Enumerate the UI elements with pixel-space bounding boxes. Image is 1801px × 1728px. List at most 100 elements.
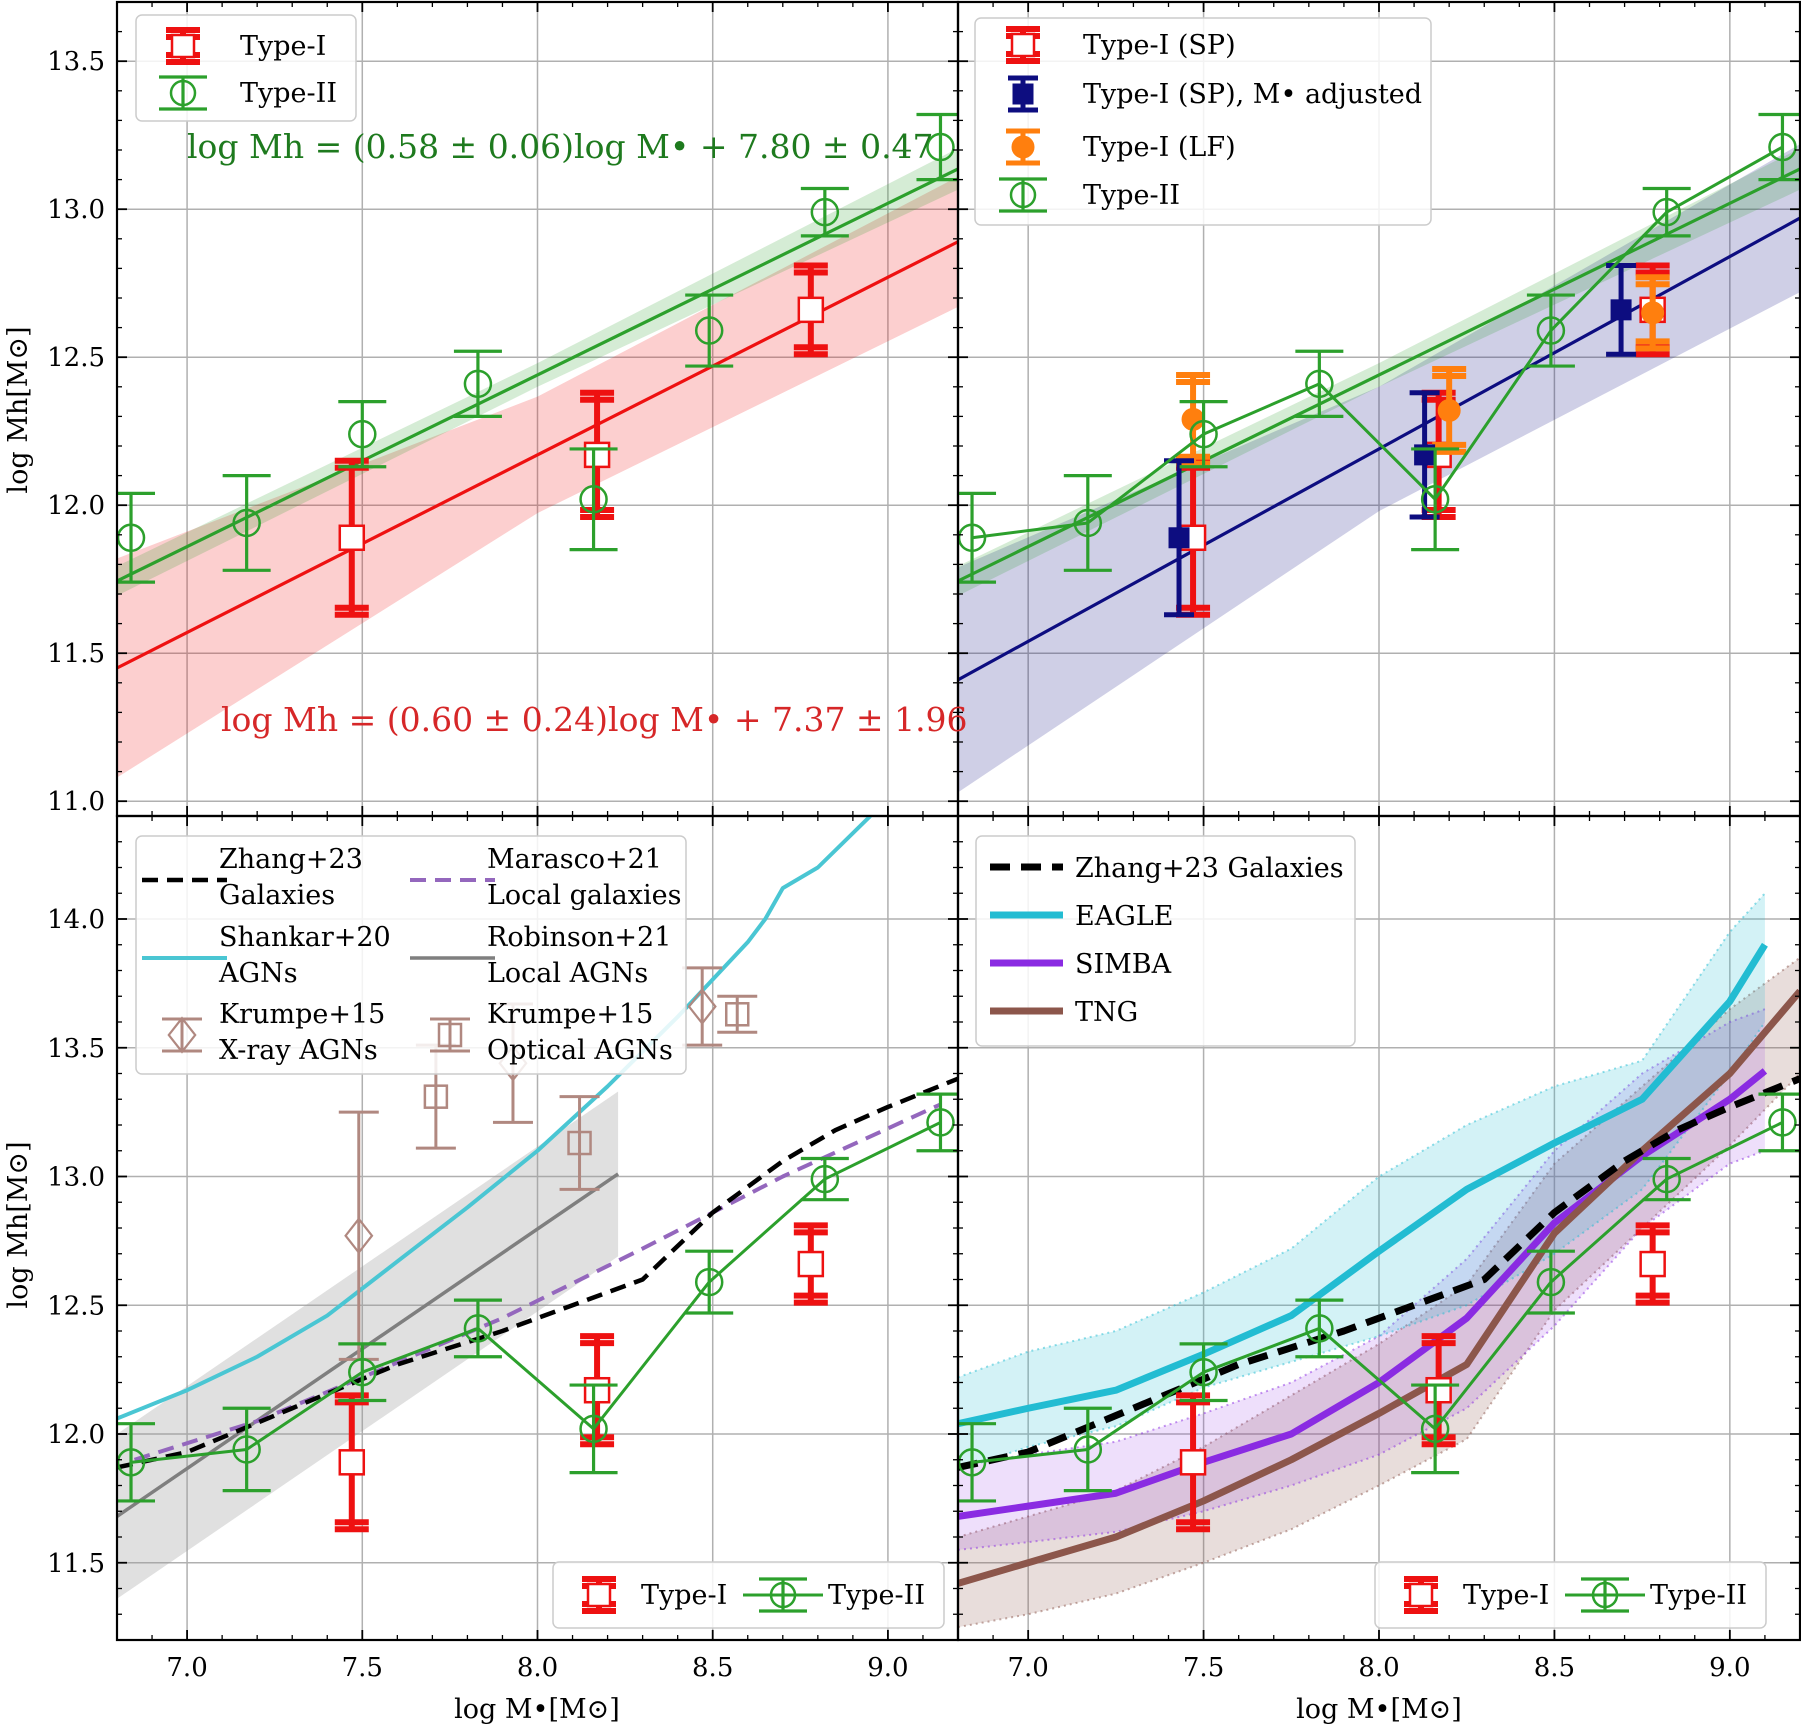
legend-frame xyxy=(975,835,1356,1047)
legend-label-line1: Marasco+21 xyxy=(487,844,662,875)
type2-errorbar xyxy=(569,447,618,552)
tng-band-edge-high xyxy=(958,956,1800,1538)
type2-fit-band xyxy=(958,148,1800,596)
type2-marker xyxy=(926,1108,955,1137)
legend-label-type1: Type-I xyxy=(641,1580,727,1611)
legend-handle-marker xyxy=(1012,83,1034,105)
type2-marker xyxy=(1768,1108,1797,1137)
legend-label-line2: Local galaxies xyxy=(487,880,681,911)
legend-handle-marker xyxy=(1009,181,1037,209)
plot-area xyxy=(958,112,1800,793)
panel-top-left: 11.0 11.5 12.0 12.5 13.0 13.5 xyxy=(47,0,960,817)
y-tick-label: 13.0 xyxy=(47,195,105,225)
ticks: 11.0 11.5 12.0 12.5 13.0 13.5 xyxy=(47,1,959,817)
krumpe-optical-marker xyxy=(423,1084,449,1109)
legend-frame xyxy=(135,835,687,1075)
krumpe-xray-errorbar xyxy=(682,966,723,1047)
type1-lf-marker xyxy=(1437,398,1461,422)
legend-label-line2: X-ray AGNs xyxy=(219,1035,378,1066)
legend-label-type2: Type-II xyxy=(1083,180,1180,211)
y-tick-label: 11.5 xyxy=(47,639,105,669)
legend-label-type1: Type-I xyxy=(1463,1580,1549,1611)
type2-series xyxy=(117,112,958,584)
axes-frame xyxy=(956,814,1801,1642)
y-tick-label: 13.0 xyxy=(47,1163,105,1193)
type2-errorbar xyxy=(117,491,156,584)
legend-label-line2: Optical AGNs xyxy=(487,1035,673,1066)
legend-label-line1: Shankar+20 xyxy=(219,922,391,953)
type2-marker xyxy=(1536,1267,1566,1297)
eagle-band xyxy=(958,893,1765,1471)
type2-marker xyxy=(579,485,608,514)
legend-label-1: EAGLE xyxy=(1075,901,1173,932)
type1-errorbar xyxy=(793,262,828,358)
type2-fit-line xyxy=(958,167,1800,583)
y-axis-label-top: log Mh[M⊙] xyxy=(3,326,34,493)
simba-line xyxy=(958,1068,1768,1520)
legend-top-left: Type-I Type-II xyxy=(135,14,357,122)
legend-handle-marker xyxy=(586,1582,612,1608)
simba-band-edge-low xyxy=(958,1149,1766,1551)
y-tick-label: 13.5 xyxy=(47,47,105,77)
legend-top-right: Type-I (SP) Type-I (SP), M• adjusted Type-… xyxy=(974,17,1432,226)
type2-fit-band xyxy=(117,148,958,596)
legend-label-type1-adjusted: Type-I (SP), M• adjusted xyxy=(1083,79,1422,110)
type2-marker xyxy=(1420,485,1450,514)
axis-labels: log M•[M⊙] log M•[M⊙] log Mh[M⊙] log Mh[M⊙] xyxy=(3,326,1462,1725)
y-tick-label: 14.0 xyxy=(47,905,105,935)
legend-label-type1-sp: Type-I (SP) xyxy=(1083,30,1236,61)
tng-line xyxy=(958,988,1800,1587)
type2-marker xyxy=(232,508,261,538)
type2-errorbar xyxy=(338,400,387,469)
type2-marker xyxy=(694,1267,724,1297)
x-tick-label: 7.0 xyxy=(166,1653,207,1683)
type2-marker xyxy=(348,1357,377,1387)
legend-handle-marker xyxy=(167,1016,197,1054)
type2-errorbar xyxy=(685,293,734,368)
ticks: 7.0 7.5 8.0 8.5 9.0 11.5 12.0 12.5 13.0 13.5 14.0 xyxy=(47,815,959,1683)
y-tick-label: 12.5 xyxy=(47,1291,105,1321)
legend-bottom-left: Zhang+23 Galaxies Marasco+21 Local galaxies… xyxy=(135,835,687,1075)
y-tick-label: 11.0 xyxy=(47,787,105,817)
type1-lf-marker xyxy=(1641,301,1665,325)
panel-bottom-left: 7.0 7.5 8.0 8.5 9.0 11.5 12.0 12.5 13.0 13.5 14.0 xyxy=(47,814,960,1683)
legend-bottom-right: Zhang+23 Galaxies EAGLE SIMBA TNG xyxy=(975,835,1356,1047)
y-tick-label: 12.0 xyxy=(47,1420,105,1450)
equation-type1-fit: log Mh = (0.60 ± 0.24)log M• + 7.37 ± 1.… xyxy=(221,700,968,739)
legend-label-line1: Krumpe+15 xyxy=(487,999,653,1030)
type1-errorbar xyxy=(1635,1222,1670,1306)
type2-connecting-line xyxy=(971,145,1784,540)
type2-marker xyxy=(810,1164,840,1194)
zhang-line xyxy=(958,1075,1800,1471)
y-tick-label: 12.0 xyxy=(47,491,105,521)
type2-marker xyxy=(1536,316,1566,345)
legend-label-line2: Local AGNs xyxy=(487,958,648,989)
type2-marker xyxy=(579,1414,608,1444)
type2-connecting-line xyxy=(971,1121,1784,1464)
type2-marker xyxy=(1073,508,1103,538)
type2-marker xyxy=(694,316,724,345)
type1-marker xyxy=(338,1449,366,1476)
type1-marker xyxy=(1639,1250,1666,1278)
type1-marker xyxy=(338,524,366,552)
krumpe-xray-marker xyxy=(344,1217,374,1255)
legend-bottom-right-types: Type-I Type-II xyxy=(1374,1561,1767,1629)
ticks: 7.0 7.5 8.0 8.5 9.0 xyxy=(958,815,1801,1683)
x-tick-label: 9.0 xyxy=(867,1653,908,1683)
panel-top-right xyxy=(956,0,1801,818)
type2-marker xyxy=(1652,197,1681,227)
type2-marker xyxy=(1189,1357,1218,1387)
type2-fit-line xyxy=(117,167,958,583)
y-tick-label: 11.5 xyxy=(47,1549,105,1579)
legend-label-line2: Galaxies xyxy=(219,880,335,911)
type1-marker xyxy=(583,441,611,469)
type2-series xyxy=(117,1092,958,1503)
type2-marker xyxy=(348,419,377,449)
type2-marker xyxy=(810,197,840,227)
type2-connecting-line xyxy=(130,1121,942,1464)
type1-marker xyxy=(797,1250,825,1278)
adjusted-fit-line xyxy=(958,216,1800,682)
plot-area xyxy=(117,112,958,778)
eagle-line xyxy=(958,942,1768,1428)
type1-marker xyxy=(797,296,825,324)
